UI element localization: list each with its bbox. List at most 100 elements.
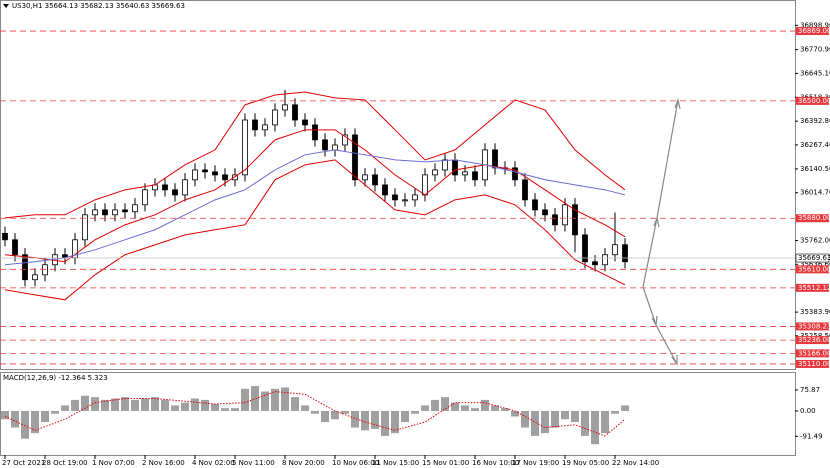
candle-body — [452, 159, 458, 176]
x-tick-label: 5 Nov 11:00 — [232, 459, 275, 467]
x-tick-label: 22 Nov 14:00 — [612, 459, 659, 467]
macd-title: MACD(12,26,9) -12.364 5.323 — [3, 374, 108, 382]
level-tag — [796, 359, 829, 368]
macd-bar — [361, 410, 369, 431]
x-tick-label: 11 Nov 15:00 — [372, 459, 419, 467]
candle-body — [442, 159, 448, 171]
candle-body — [262, 124, 268, 131]
y-tick-label: 35762.00 — [800, 237, 830, 245]
y-tick-label: 36267.40 — [800, 141, 830, 149]
macd-bar — [381, 410, 389, 436]
candle-body — [472, 171, 478, 181]
macd-bar — [181, 402, 189, 411]
x-tick-label: 27 Oct 2021 — [2, 459, 45, 467]
candle-body — [42, 264, 48, 276]
candle-body — [562, 204, 568, 226]
macd-bar — [81, 395, 89, 411]
candle-body — [432, 169, 438, 176]
level-label: 35610.00 — [798, 265, 830, 273]
candle-body — [542, 209, 548, 216]
level-label: 35166.00 — [798, 349, 830, 357]
candle-body — [92, 209, 98, 216]
candle-body — [282, 104, 288, 111]
macd-bar — [591, 410, 599, 445]
candle-body — [102, 209, 108, 216]
candle-body — [242, 119, 248, 176]
macd-bar — [91, 397, 99, 411]
level-label: 35110.00 — [798, 360, 830, 368]
y-tick-label: 36392.80 — [800, 117, 830, 125]
last-price-tag — [795, 253, 830, 263]
level-tag — [796, 336, 829, 345]
macd-bar — [561, 410, 569, 420]
macd-bar — [401, 410, 409, 423]
candle-body — [32, 274, 38, 281]
candle-body — [342, 134, 348, 146]
candle-body — [272, 109, 278, 126]
candle-body — [402, 199, 408, 202]
signal-line — [4, 391, 626, 437]
level-label: 35308.23 — [798, 322, 830, 330]
candle-body — [302, 119, 308, 126]
candle-body — [212, 171, 218, 176]
candle-body — [512, 167, 518, 181]
x-tick-label: 2 Nov 16:00 — [142, 459, 185, 467]
macd-bar — [231, 408, 239, 411]
macd-bar — [581, 410, 589, 436]
candle-body — [392, 194, 398, 201]
y-tick-label: 35258.50 — [800, 332, 830, 340]
overlay-line — [4, 149, 626, 266]
x-tick-label: 1 Nov 07:00 — [92, 459, 135, 467]
candle-body — [592, 261, 598, 266]
macd-bar — [511, 410, 519, 417]
macd-bar — [11, 410, 19, 428]
macd-bar — [271, 388, 279, 411]
macd-bar — [221, 408, 229, 411]
candle-body — [422, 174, 428, 196]
candle-body — [252, 119, 258, 131]
candle-body — [112, 209, 118, 216]
macd-bar — [341, 410, 349, 414]
macd-bar — [211, 404, 219, 411]
macd-bar — [321, 410, 329, 423]
macd-bar — [491, 405, 499, 411]
macd-bar — [451, 402, 459, 411]
macd-bar — [431, 399, 439, 411]
y-tick-label: 36140.50 — [800, 165, 830, 173]
macd-bar — [291, 397, 299, 411]
macd-bar — [601, 410, 609, 434]
macd-bar — [421, 405, 429, 411]
macd-bar — [481, 399, 489, 411]
x-tick-label: 10 Nov 06:00 — [332, 459, 379, 467]
macd-bar — [151, 397, 159, 411]
macd-bar — [131, 399, 139, 411]
overlay-line — [4, 91, 626, 219]
candle-body — [552, 214, 558, 226]
macd-bar — [331, 410, 339, 420]
macd-bar — [501, 408, 509, 411]
level-tag — [796, 27, 829, 36]
candle-body — [382, 184, 388, 196]
candle-body — [312, 124, 318, 141]
candle-body — [222, 174, 228, 181]
candle-body — [372, 174, 378, 186]
candle-body — [362, 174, 368, 181]
candle-body — [612, 244, 618, 256]
macd-bar — [261, 391, 269, 411]
candle-body — [492, 149, 498, 169]
candle-body — [2, 232, 8, 241]
macd-bar — [31, 410, 39, 434]
macd-bar — [161, 399, 169, 411]
macd-bar — [251, 386, 259, 411]
candle-body — [22, 254, 28, 281]
macd-bar — [441, 397, 449, 411]
x-tick-label: 17 Nov 19:00 — [512, 459, 559, 467]
candle-body — [332, 144, 338, 151]
candle-body — [142, 189, 148, 206]
y-tick-label: 75.87 — [800, 386, 820, 394]
macd-bar — [471, 408, 479, 411]
macd-bar — [311, 410, 319, 414]
candle-body — [532, 199, 538, 211]
candle-body — [572, 204, 578, 236]
macd-bar — [571, 410, 579, 423]
